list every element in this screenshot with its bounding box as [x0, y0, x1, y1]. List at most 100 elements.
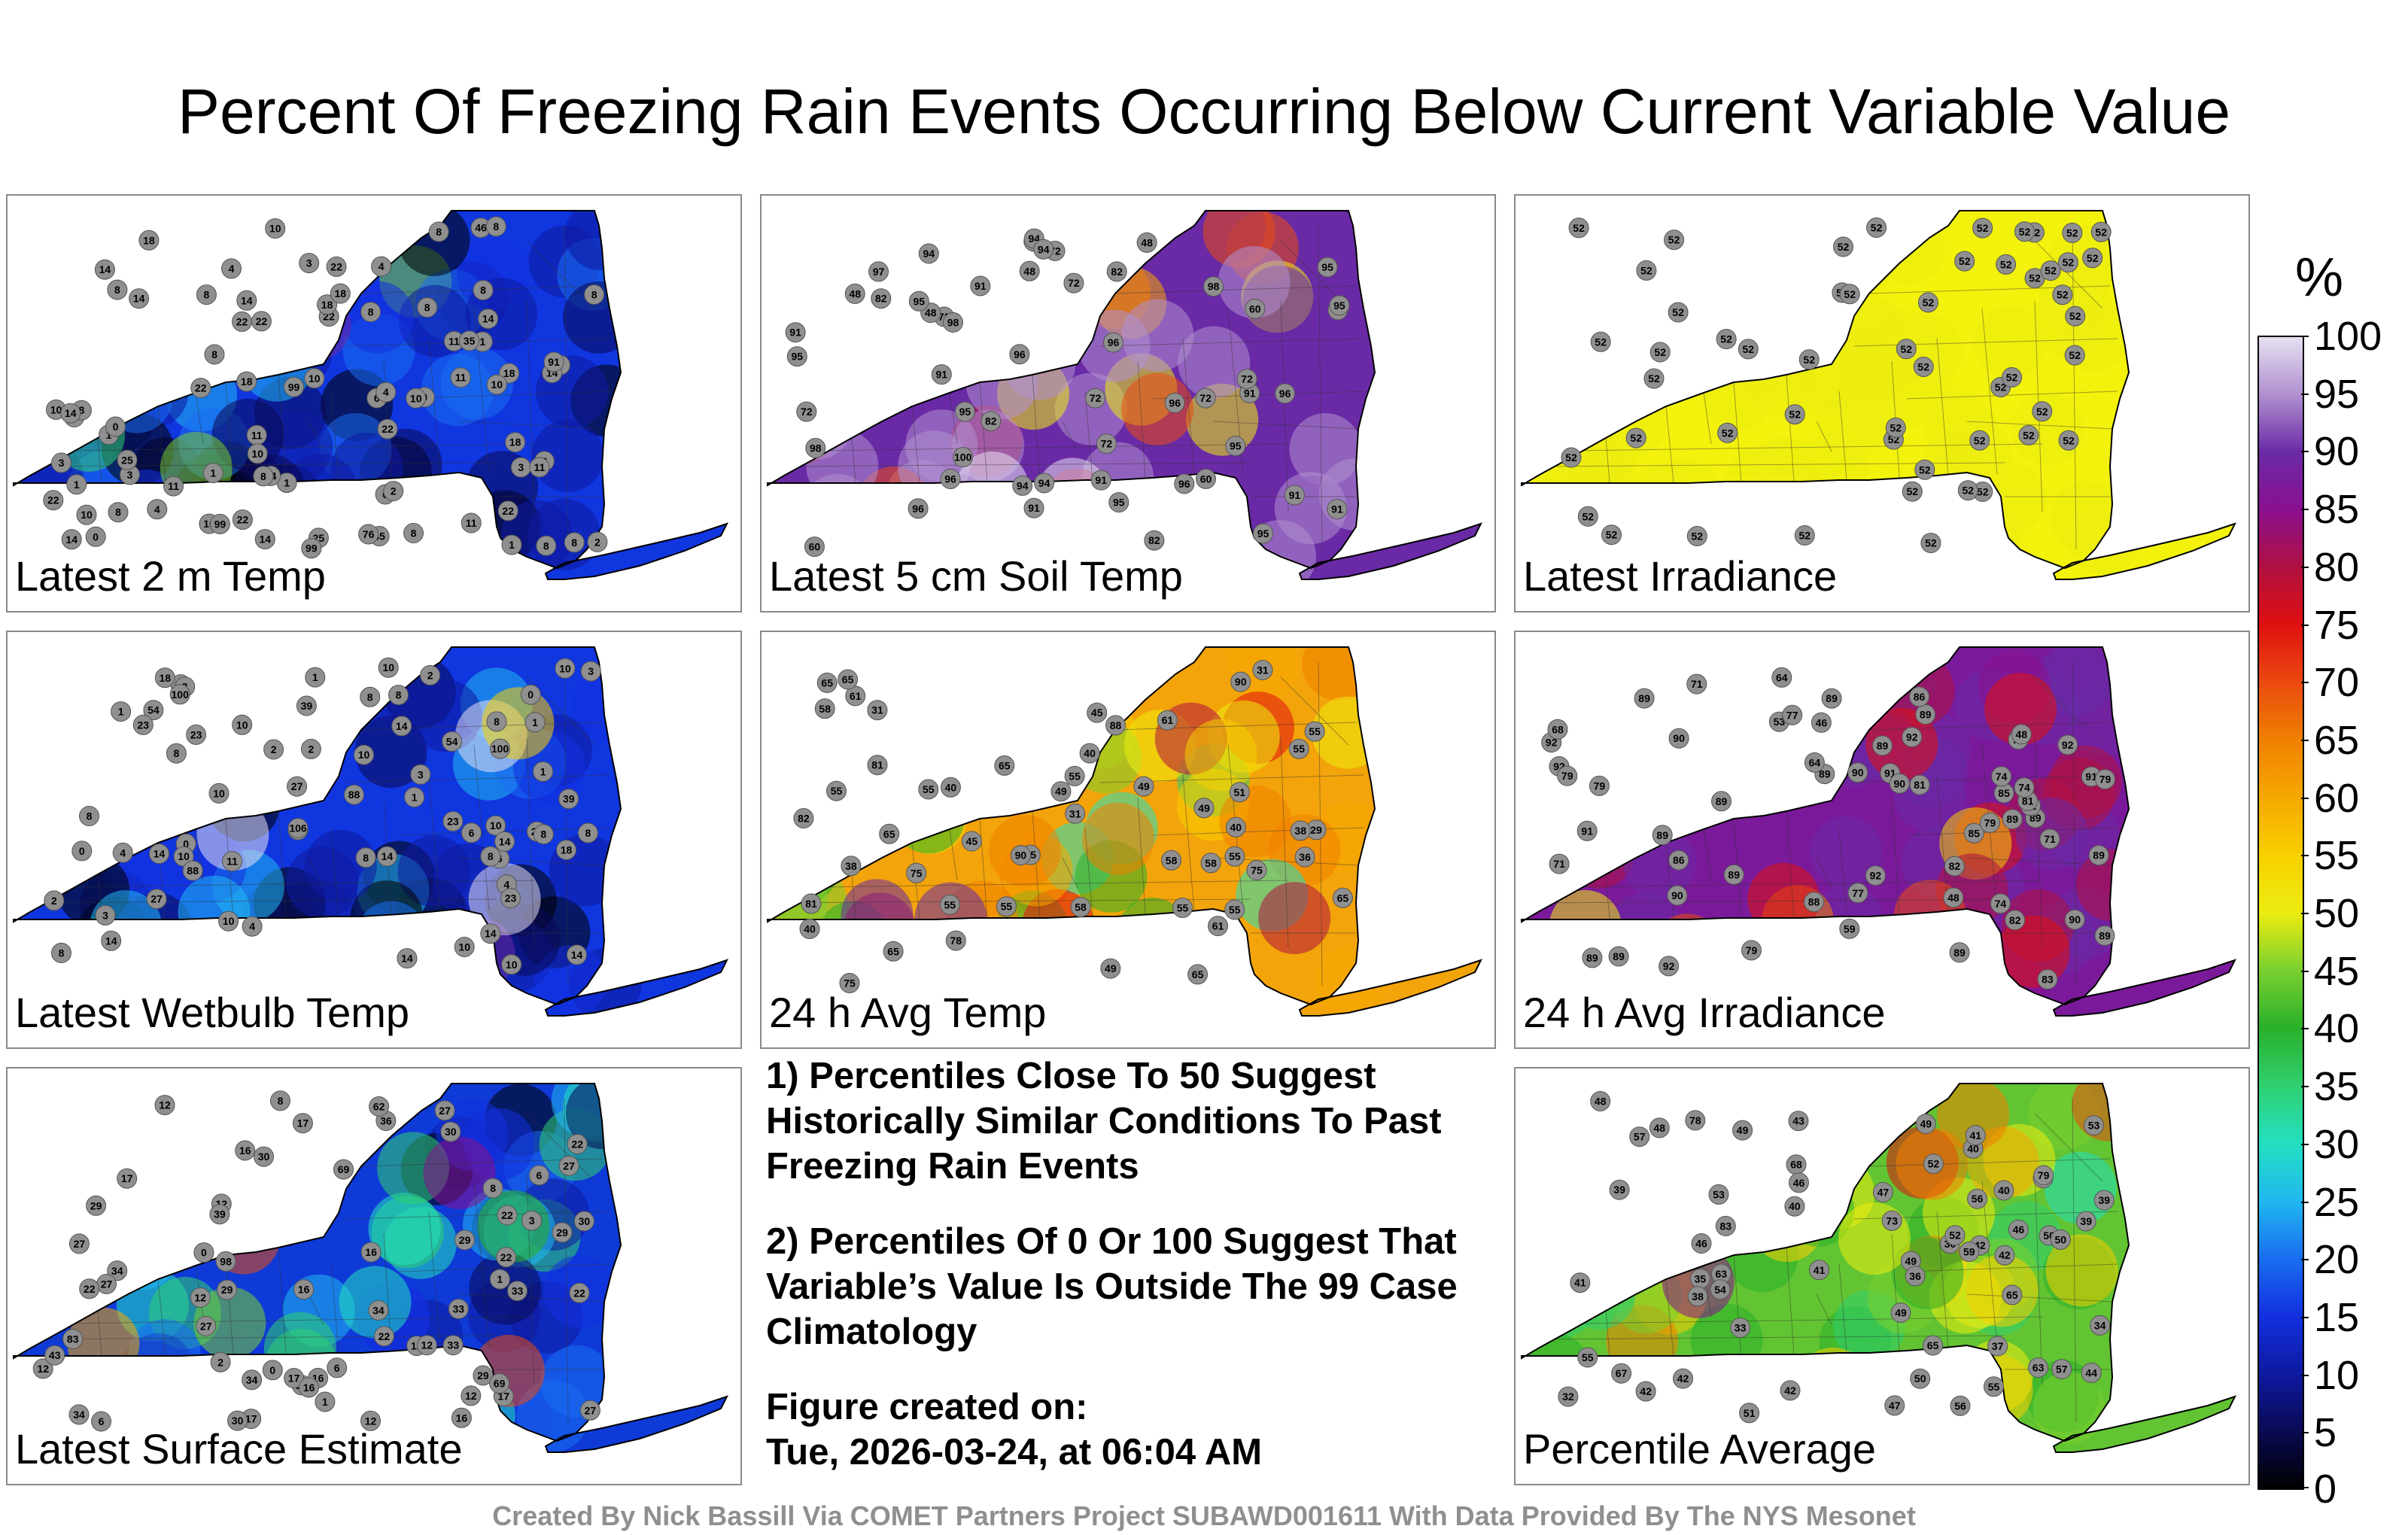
- county-line: [526, 1113, 595, 1182]
- station-dot: [108, 502, 129, 523]
- station-value: 52: [1606, 529, 1618, 541]
- station-marker: 8: [485, 216, 506, 237]
- station-marker: 57: [1629, 1126, 1650, 1147]
- field-shade: [124, 221, 197, 294]
- field-shade: [2045, 1234, 2118, 1307]
- field-shade: [1646, 457, 1719, 530]
- station-dot: [1784, 404, 1805, 425]
- field-shade: [1178, 512, 1251, 579]
- field-shade: [1522, 345, 1591, 418]
- station-dot: [406, 388, 427, 409]
- station-value: 2: [427, 669, 433, 681]
- station-marker: 52: [1920, 533, 1941, 554]
- station-value: 89: [2093, 850, 2105, 862]
- station-value: 95: [1230, 440, 1242, 452]
- station-value: 91: [1244, 387, 1256, 399]
- station-dot: [1290, 820, 1311, 841]
- station-value: 96: [1178, 478, 1190, 490]
- station-dot: [2057, 734, 2078, 755]
- station-value: 96: [1108, 336, 1120, 348]
- station-marker: 86: [1909, 686, 1929, 707]
- station-marker: 22: [326, 256, 347, 277]
- station-dot: [1636, 260, 1657, 281]
- station-dot: [507, 1281, 528, 1302]
- station-dot: [326, 256, 347, 277]
- county-line: [1062, 421, 1078, 452]
- station-value: 10: [491, 378, 503, 391]
- station-dot: [2064, 909, 2085, 930]
- station-dot: [996, 896, 1017, 917]
- county-line: [783, 462, 1251, 467]
- colorbar-tick-mark: [2301, 970, 2309, 972]
- station-value: 92: [1870, 870, 1882, 882]
- station-dot: [579, 1400, 600, 1421]
- station-dot: [1582, 947, 1603, 968]
- station-value: 39: [301, 700, 313, 712]
- station-marker: 10: [76, 504, 97, 525]
- field-shade: [18, 228, 90, 301]
- field-shade: [2068, 503, 2141, 576]
- station-value: 92: [1906, 731, 1918, 743]
- map-panel-latest-irradiance: 52 52 52 52 52 52 52 52 52 52 52 52 52 52 52 52 52 52 52 52…: [1514, 194, 2250, 612]
- station-marker: 89: [1949, 942, 1970, 963]
- station-dot: [1079, 743, 1100, 764]
- station-marker: 99: [301, 538, 322, 559]
- station-value: 6: [99, 1415, 105, 1427]
- station-dot: [558, 1155, 579, 1176]
- station-dot: [1161, 850, 1182, 871]
- station-dot: [879, 823, 900, 844]
- field-shade: [421, 354, 494, 427]
- station-value: 82: [985, 415, 997, 427]
- county-line: [14, 1316, 535, 1325]
- field-shade: [986, 917, 1058, 990]
- station-dot: [107, 279, 128, 300]
- map-panel-percentile-average: 4239403538404336323346494246374152486856…: [1514, 1067, 2250, 1485]
- station-dot: [1881, 1210, 1902, 1231]
- station-value: 3: [306, 257, 312, 269]
- station-marker: 33: [448, 1299, 469, 1319]
- station-dot: [369, 1096, 390, 1117]
- station-marker: 8: [166, 743, 187, 764]
- colorbar-tick-label: 15: [2314, 1294, 2360, 1340]
- station-dot: [232, 714, 253, 735]
- station-value: 95: [1257, 527, 1269, 540]
- station-marker: 52: [1784, 404, 1805, 425]
- station-marker: 27: [434, 1100, 455, 1121]
- station-value: 82: [1148, 534, 1160, 546]
- station-value: 18: [335, 287, 347, 299]
- station-marker: 89: [2002, 809, 2023, 830]
- station-dot: [573, 1211, 594, 1232]
- state-outline: [13, 646, 622, 1006]
- station-dot: [1909, 686, 1929, 707]
- station-value: 35: [464, 335, 476, 347]
- station-marker: 97: [868, 261, 889, 282]
- station-marker: 89: [1915, 704, 1936, 725]
- station-marker: 12: [461, 1385, 482, 1406]
- station-value: 4: [229, 263, 235, 275]
- station-marker: 52: [2064, 345, 2085, 366]
- station-value: 0: [269, 1364, 275, 1376]
- station-dot: [1252, 660, 1273, 680]
- station-marker: 71: [1686, 673, 1707, 695]
- county-line: [278, 374, 287, 482]
- station-dot: [138, 229, 160, 251]
- field-shade: [66, 324, 139, 396]
- station-value: 55: [1229, 850, 1241, 862]
- county-line: [1816, 1293, 1832, 1325]
- station-dot: [844, 283, 865, 304]
- station-dot: [2090, 221, 2112, 242]
- station-value: 27: [101, 1278, 113, 1290]
- station-marker: 2: [210, 1351, 231, 1372]
- station-marker: 22: [190, 378, 211, 399]
- station-marker: 1: [524, 712, 546, 733]
- station-dot: [450, 367, 471, 388]
- station-marker: 14: [60, 403, 81, 424]
- station-value: 4: [249, 920, 255, 932]
- county-line: [1280, 300, 1289, 512]
- station-dot: [2094, 925, 2115, 946]
- station-value: 64: [1809, 756, 1821, 768]
- station-dot: [1833, 236, 1853, 257]
- station-marker: 98: [943, 312, 963, 333]
- station-dot: [1195, 388, 1216, 409]
- station-dot: [1245, 298, 1266, 319]
